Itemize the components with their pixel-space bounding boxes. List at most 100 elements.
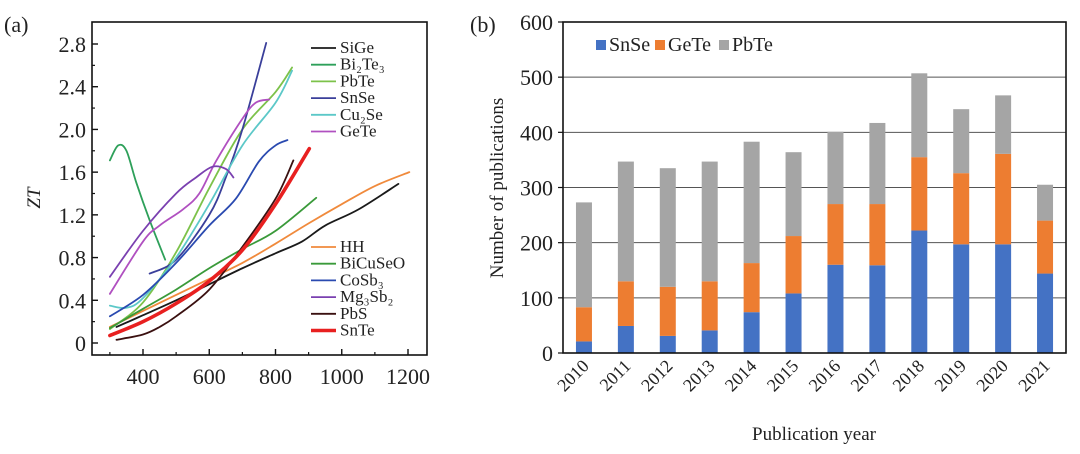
bar-pbte-2013 [701, 161, 718, 282]
gridlines-b [563, 76, 1066, 299]
bar-gete-2013 [701, 281, 718, 331]
y-axis-title-b: Number of publications [487, 98, 508, 278]
legend-label-snse: SnSe [340, 88, 375, 107]
y-axis-ticks-a: 0 0.4 0.8 1.2 1.6 2.0 2.4 2.8 [59, 32, 98, 356]
y-tick-label-b: 200 [520, 231, 553, 256]
series-line-pbte [108, 66, 293, 331]
y-tick-label-b: 300 [520, 176, 553, 201]
bar-pbte-2020 [995, 95, 1012, 154]
x-axis-title-b: Publication year [752, 424, 877, 445]
panel-label-a: (a) [4, 12, 28, 37]
bar-pbte-2012 [659, 168, 676, 287]
legend-label-snte: SnTe [340, 321, 375, 340]
bar-pbte-2017 [869, 122, 886, 205]
legend-label-bicuseo: BiCuSeO [340, 254, 405, 273]
bar-snse-2015 [785, 293, 802, 353]
bar-pbte-2021 [1037, 184, 1054, 221]
x-tick-label-b: 2020 [972, 356, 1012, 396]
legend-label-pbs: PbS [340, 304, 367, 323]
bar-pbte-2010 [575, 202, 592, 308]
bar-gete-2014 [743, 263, 760, 313]
bar-snse-2010 [575, 341, 592, 353]
legend-label-cu2se: Cu₂Se [340, 105, 383, 124]
legend-b: SnSe GeTe PbTe [596, 34, 773, 56]
y-tick-label-a: 1.6 [59, 160, 87, 185]
plot-frame-a [91, 21, 428, 356]
x-tick-label-a: 600 [193, 364, 226, 389]
legend-label-cosb3: CoSb₃ [340, 270, 384, 289]
bar-snse-2012 [659, 335, 676, 353]
legend-label-pbte: PbTe [340, 71, 375, 90]
legend-swatch-pbte [719, 40, 729, 50]
y-tick-label-a: 2.4 [59, 75, 87, 100]
bar-snse-2016 [827, 264, 844, 353]
y-tick-label-b: 600 [520, 10, 553, 35]
bar-gete-2012 [659, 286, 676, 336]
y-axis-title-a: ZT [24, 186, 45, 209]
legend-label-snse: SnSe [609, 34, 650, 56]
series-line-pbs [115, 159, 295, 341]
series-line-cu2se [108, 69, 293, 309]
x-tick-label-a: 400 [127, 364, 160, 389]
y-tick-label-b: 0 [542, 341, 553, 366]
bar-gete-2010 [575, 307, 592, 342]
bar-gete-2018 [911, 157, 928, 231]
x-tick-label-b: 2019 [930, 356, 970, 396]
x-tick-label-a: 1000 [320, 364, 364, 389]
legend-label-hh: HH [340, 237, 365, 256]
series-line-gete [108, 98, 271, 295]
x-tick-label-b: 2011 [596, 356, 635, 395]
legend-swatch-gete [655, 40, 665, 50]
bar-snse-2020 [995, 244, 1012, 353]
bar-gete-2017 [869, 204, 886, 266]
bar-snse-2017 [869, 265, 886, 353]
bar-pbte-2018 [911, 73, 928, 158]
series-line-sige [115, 182, 400, 328]
y-tick-label-a: 2.0 [59, 117, 87, 142]
series-line-mg3sb2 [108, 165, 235, 278]
bar-snse-2014 [743, 312, 760, 353]
panel-label-b: (b) [470, 12, 496, 37]
bar-gete-2019 [953, 173, 970, 245]
x-tick-label-b: 2016 [805, 356, 845, 396]
x-tick-label-b: 2013 [679, 356, 719, 396]
x-tick-label-b: 2012 [637, 356, 677, 396]
bar-snse-2011 [617, 325, 634, 353]
x-tick-label-b: 2014 [721, 356, 761, 396]
bar-gete-2016 [827, 204, 844, 265]
bar-pbte-2015 [785, 152, 802, 237]
series-line-bi2te3 [108, 143, 167, 261]
zt-line-chart: (a) ZT 0 0.4 0.8 1.2 1.6 2.0 2.4 2.8 400 600 800 1… [4, 12, 430, 389]
legend-label-mg3sb2: Mg₃Sb₂ [340, 287, 393, 306]
x-tick-label-b: 2017 [847, 356, 887, 396]
plot-frame-b [562, 21, 1067, 354]
bar-snse-2018 [911, 230, 928, 353]
y-tick-label-a: 2.8 [59, 32, 87, 57]
series-line-hh [108, 171, 411, 328]
series-lines-a [108, 42, 411, 341]
y-axis-ticks-b: 0 100 200 300 400 500 600 [520, 10, 563, 366]
bar-gete-2021 [1037, 220, 1054, 274]
legend-label-sige: SiGe [340, 38, 374, 57]
series-line-bicuseo [108, 196, 318, 329]
y-tick-label-a: 0 [75, 331, 86, 356]
bar-gete-2020 [995, 153, 1012, 245]
bar-pbte-2019 [953, 109, 970, 174]
bar-gete-2011 [617, 281, 634, 326]
legend-label-gete: GeTe [340, 122, 377, 141]
x-tick-label-b: 2021 [1014, 356, 1054, 396]
x-tick-label-b: 2015 [763, 356, 803, 396]
x-axis-ticks-b: 2010 2011 2012 2013 2014 2015 2016 2017 2018 2019… [553, 356, 1054, 396]
series-line-cosb3 [108, 139, 289, 318]
y-tick-label-a: 1.2 [59, 203, 87, 228]
y-tick-label-b: 400 [520, 120, 553, 145]
x-tick-label-a: 800 [259, 364, 292, 389]
legend-swatch-snse [596, 40, 606, 50]
bar-pbte-2016 [827, 131, 844, 205]
bar-gete-2015 [785, 236, 802, 294]
y-tick-label-b: 100 [520, 286, 553, 311]
y-tick-label-b: 500 [520, 65, 553, 90]
y-tick-label-a: 0.8 [59, 246, 87, 271]
x-axis-ticks-a: 400 600 800 1000 1200 [109, 349, 430, 389]
